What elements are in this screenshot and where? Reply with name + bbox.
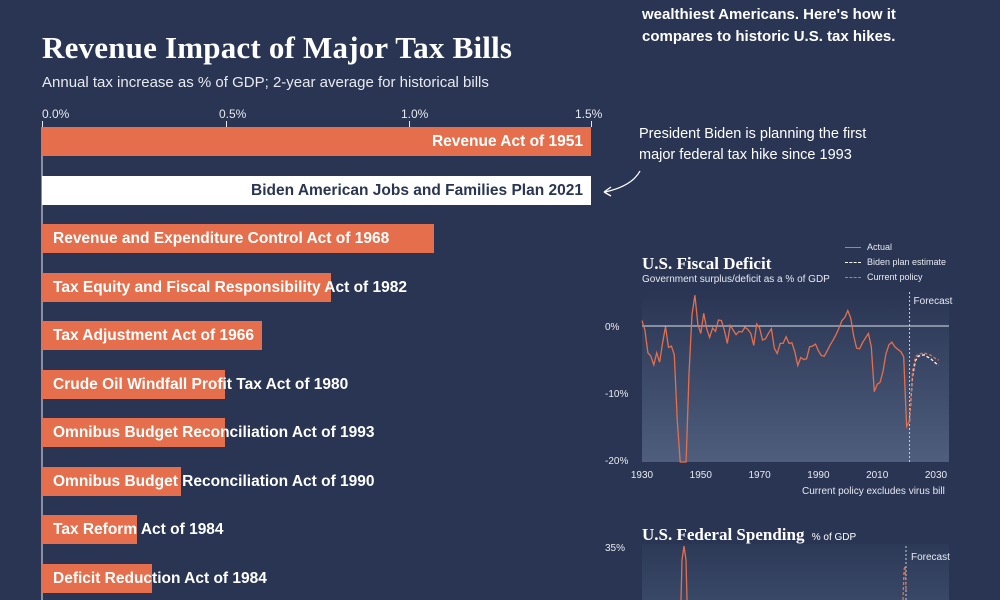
- bar: [42, 175, 591, 205]
- legend-current-label: Current policy: [867, 272, 923, 282]
- legend-current-swatch: [845, 277, 861, 279]
- bar: [42, 127, 591, 156]
- x-tick-label: 1.0%: [401, 107, 429, 121]
- deficit-footnote: Current policy excludes virus bill: [802, 486, 945, 497]
- bar: [42, 563, 152, 593]
- legend-biden: Biden plan estimate: [845, 257, 946, 267]
- spending-title-suffix: % of GDP: [811, 532, 857, 543]
- x-tick-label: 1970: [748, 470, 771, 481]
- bar-label: Revenue and Expenditure Control Act of 1…: [53, 230, 390, 247]
- bar-label: Crude Oil Windfall Profit Tax Act of 198…: [53, 375, 349, 393]
- x-tick-label: 0.5%: [219, 107, 247, 121]
- bar: [42, 272, 332, 302]
- legend-actual: Actual: [845, 242, 892, 252]
- callout-line-2: major federal tax hike since 1993: [639, 147, 852, 163]
- spending-forecast-label: Forecast: [911, 552, 950, 563]
- y-tick-label: 0%: [605, 322, 620, 333]
- bar-label: Revenue Act of 1951: [431, 133, 583, 150]
- x-tick-label: 2030: [925, 470, 948, 481]
- spending-actual-line: [680, 545, 688, 600]
- top-note-line-2: compares to historic U.S. tax hikes.: [642, 28, 896, 45]
- x-tick-label: 1930: [631, 470, 654, 481]
- bar: [42, 515, 138, 544]
- x-tick-label: 1950: [690, 470, 713, 481]
- bar-label: Tax Reform Act of 1984: [53, 521, 224, 538]
- bar-label: Omnibus Budget Reconciliation Act of 199…: [53, 472, 375, 490]
- actual-line: [641, 295, 911, 463]
- x-tick-label: 1990: [807, 470, 830, 481]
- deficit-subtitle: Government surplus/deficit as a % of GDP: [642, 274, 830, 285]
- x-tick-label: 2010: [866, 470, 889, 481]
- x-tick-label: 0.0%: [42, 107, 70, 121]
- y-tick-label: -20%: [605, 456, 628, 467]
- x-tick-label: 1.5%: [575, 107, 603, 121]
- bar: [42, 369, 225, 399]
- legend-actual-label: Actual: [867, 242, 893, 252]
- spending-y-tick: 35%: [605, 543, 625, 554]
- chart-title: Revenue Impact of Major Tax Bills: [42, 30, 513, 65]
- deficit-plot-area: [642, 292, 949, 462]
- deficit-title: U.S. Fiscal Deficit: [642, 254, 772, 273]
- top-note: wealthiest Americans. Here's how it comp…: [642, 4, 896, 48]
- chart-subtitle: Annual tax increase as % of GDP; 2-year …: [42, 74, 489, 91]
- forecast-label: Forecast: [914, 296, 953, 307]
- bar: [42, 321, 262, 350]
- bar-label: Biden American Jobs and Families Plan 20…: [251, 181, 583, 199]
- bar-label: Omnibus Budget Reconciliation Act of 199…: [53, 424, 375, 441]
- legend-actual-swatch: [845, 247, 861, 249]
- spending-title: U.S. Federal Spending % of GDP: [642, 525, 856, 545]
- bar: [42, 418, 225, 447]
- y-tick-label: -10%: [605, 389, 628, 400]
- legend-biden-label: Biden plan estimate: [867, 257, 947, 267]
- biden-plan-line: [908, 354, 940, 422]
- spending-plot-area: [642, 544, 949, 600]
- current-policy-line: [908, 352, 940, 422]
- legend-current: Current policy: [845, 272, 923, 282]
- bar: [42, 224, 434, 253]
- top-note-line-1: wealthiest Americans. Here's how it: [642, 6, 896, 23]
- bar-label: Tax Equity and Fiscal Responsibility Act…: [53, 278, 408, 296]
- spending-title-main: U.S. Federal Spending: [642, 525, 805, 544]
- callout-note: President Biden is planning the first ma…: [639, 124, 866, 166]
- bar-label: Deficit Reduction Act of 1984: [53, 569, 267, 587]
- callout-line-1: President Biden is planning the first: [639, 126, 867, 142]
- legend-biden-swatch: [845, 262, 861, 264]
- bar-label: Tax Adjustment Act of 1966: [53, 327, 254, 344]
- spending-forecast-series: [902, 565, 907, 600]
- bar: [42, 466, 182, 496]
